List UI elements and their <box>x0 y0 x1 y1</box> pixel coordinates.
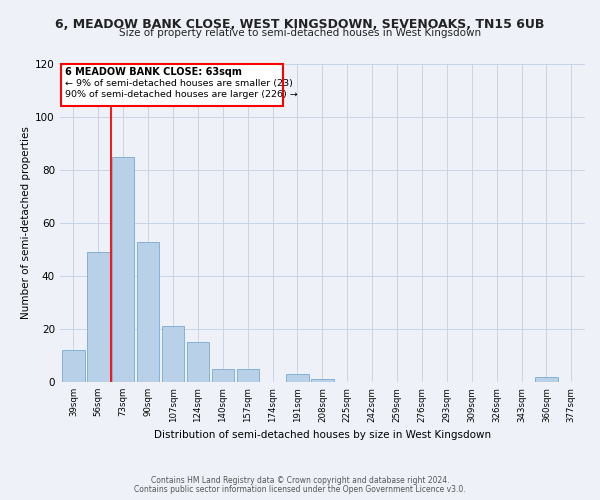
Text: 6, MEADOW BANK CLOSE, WEST KINGSDOWN, SEVENOAKS, TN15 6UB: 6, MEADOW BANK CLOSE, WEST KINGSDOWN, SE… <box>55 18 545 30</box>
Bar <box>187 342 209 382</box>
Text: 6 MEADOW BANK CLOSE: 63sqm: 6 MEADOW BANK CLOSE: 63sqm <box>65 66 242 76</box>
Bar <box>112 156 134 382</box>
Bar <box>162 326 184 382</box>
Bar <box>286 374 308 382</box>
X-axis label: Distribution of semi-detached houses by size in West Kingsdown: Distribution of semi-detached houses by … <box>154 430 491 440</box>
Bar <box>137 242 160 382</box>
Bar <box>212 368 234 382</box>
Bar <box>236 368 259 382</box>
Text: Contains HM Land Registry data © Crown copyright and database right 2024.: Contains HM Land Registry data © Crown c… <box>151 476 449 485</box>
Bar <box>311 380 334 382</box>
Text: Size of property relative to semi-detached houses in West Kingsdown: Size of property relative to semi-detach… <box>119 28 481 38</box>
Text: ← 9% of semi-detached houses are smaller (23): ← 9% of semi-detached houses are smaller… <box>65 78 293 88</box>
Text: Contains public sector information licensed under the Open Government Licence v3: Contains public sector information licen… <box>134 485 466 494</box>
Bar <box>535 376 557 382</box>
Bar <box>87 252 110 382</box>
Text: 90% of semi-detached houses are larger (226) →: 90% of semi-detached houses are larger (… <box>65 90 298 100</box>
Bar <box>62 350 85 382</box>
FancyBboxPatch shape <box>61 64 283 106</box>
Y-axis label: Number of semi-detached properties: Number of semi-detached properties <box>21 126 31 320</box>
